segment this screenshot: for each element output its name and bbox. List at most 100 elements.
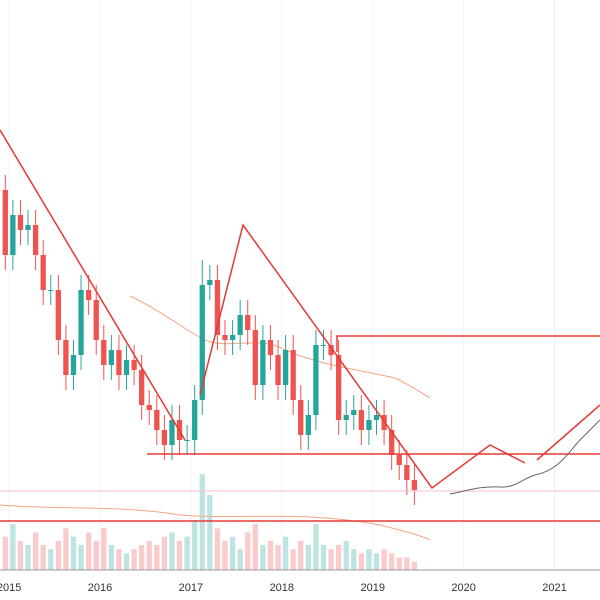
- trend-line: [536, 404, 600, 461]
- candle-body: [373, 415, 380, 420]
- candle-body: [282, 350, 289, 385]
- volume-bar: [396, 557, 402, 570]
- volume-average: [0, 504, 431, 541]
- candle-body: [93, 300, 99, 340]
- volume-bar: [32, 532, 39, 570]
- candle-body: [123, 360, 130, 375]
- candle-body: [108, 350, 115, 365]
- candle-body: [25, 225, 31, 230]
- volume-bar: [184, 536, 190, 570]
- candle-body: [404, 465, 410, 480]
- volume-bar: [214, 528, 221, 570]
- volume-bar: [176, 540, 183, 570]
- candle-body: [351, 410, 357, 415]
- candle-body: [63, 340, 69, 375]
- grid: [8, 0, 556, 570]
- candle-body: [267, 340, 274, 355]
- candle-body: [237, 315, 243, 335]
- candle-body: [70, 355, 77, 375]
- x-tick-label: 2020: [451, 582, 475, 594]
- volume-bar: [335, 545, 342, 570]
- candle-body: [17, 215, 24, 230]
- volume-bar: [252, 524, 258, 570]
- volume-bar: [55, 540, 61, 570]
- volume-bar: [192, 520, 198, 570]
- volume-bar: [343, 540, 349, 570]
- candle-body: [32, 225, 39, 255]
- candle-body: [78, 290, 84, 355]
- volume-bar: [313, 524, 319, 570]
- x-tick-label: 2016: [88, 582, 112, 594]
- volume-bar: [25, 545, 31, 570]
- volume-bar: [275, 545, 281, 570]
- volume-bar: [93, 540, 99, 570]
- volume-bar: [358, 553, 365, 570]
- candle-body: [290, 350, 296, 400]
- candle-body: [358, 410, 365, 430]
- candle-body: [199, 285, 205, 400]
- resistance-line: [336, 335, 600, 352]
- candle-body: [260, 340, 266, 385]
- volume-bar: [2, 536, 8, 570]
- volume-bar: [207, 495, 213, 570]
- x-tick-label: 2018: [270, 582, 294, 594]
- volume-bar: [237, 549, 243, 570]
- candle-body: [252, 330, 258, 385]
- volume-bar: [260, 545, 266, 570]
- forecast-path: [449, 419, 600, 495]
- volume-bar: [161, 536, 168, 570]
- candle-body: [343, 415, 349, 420]
- volume-bar: [199, 474, 205, 570]
- volume-bar: [245, 532, 251, 570]
- x-tick-label: 2017: [179, 582, 203, 594]
- candle-body: [2, 190, 8, 255]
- candle-body: [328, 345, 334, 355]
- volume-bar: [169, 532, 175, 570]
- candle-body: [48, 290, 54, 291]
- candle-body: [275, 355, 281, 385]
- candle-body: [207, 280, 213, 285]
- x-tick-label: 2019: [360, 582, 384, 594]
- candle-body: [229, 335, 236, 340]
- zigzag: [199, 223, 526, 490]
- candle-body: [146, 405, 152, 410]
- x-tick-label: 2021: [542, 582, 566, 594]
- candle-body: [101, 340, 107, 365]
- candle-body: [139, 370, 145, 405]
- volume-bar: [381, 549, 387, 570]
- candle-body: [320, 345, 327, 346]
- volume-bar: [131, 549, 137, 570]
- volume-bar: [17, 540, 24, 570]
- candle-body: [116, 350, 122, 375]
- candle-body: [313, 345, 319, 415]
- volume-bar: [40, 545, 46, 570]
- volume-bar: [146, 540, 152, 570]
- volume-bar: [116, 549, 122, 570]
- candle-body: [389, 430, 395, 455]
- candle-body: [214, 280, 221, 335]
- volume: [2, 474, 418, 570]
- volume-bar: [351, 549, 357, 570]
- volume-bar: [85, 532, 92, 570]
- candle-body: [366, 420, 372, 430]
- drawings: [0, 129, 600, 522]
- volume-bar: [10, 524, 16, 570]
- volume-bar: [101, 528, 107, 570]
- candle-body: [192, 400, 198, 440]
- volume-bar: [229, 536, 236, 570]
- candle-body: [85, 290, 92, 300]
- volume-bar: [78, 545, 84, 570]
- volume-bar: [70, 536, 77, 570]
- volume-bar: [222, 540, 228, 570]
- candle-body: [298, 400, 304, 435]
- candle-body: [40, 255, 46, 290]
- volume-bar: [305, 545, 311, 570]
- volume-bar: [389, 553, 395, 570]
- candle-body: [169, 420, 175, 445]
- candles: [2, 175, 418, 505]
- volume-bar: [154, 545, 160, 570]
- trend-line: [0, 129, 186, 441]
- candle-body: [10, 215, 16, 255]
- volume-bar: [328, 549, 334, 570]
